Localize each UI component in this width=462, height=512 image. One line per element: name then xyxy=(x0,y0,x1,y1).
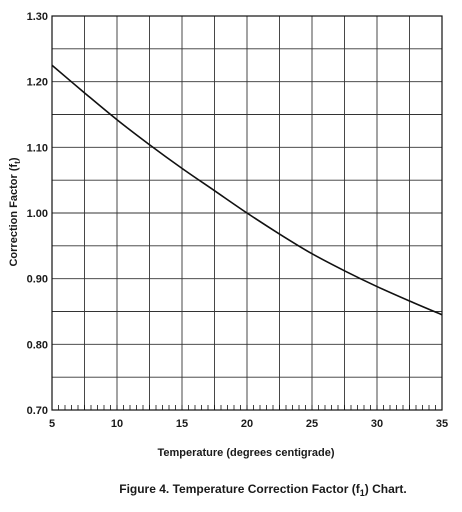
x-tick-label: 30 xyxy=(371,418,383,430)
minor-ticks xyxy=(51,405,443,410)
grid-lines xyxy=(52,16,442,410)
x-tick-label: 10 xyxy=(111,418,123,430)
x-tick-label: 20 xyxy=(241,418,253,430)
x-tick-label: 35 xyxy=(436,418,448,430)
y-tick-label: 0.80 xyxy=(27,339,48,351)
y-tick-label: 0.70 xyxy=(27,405,48,417)
y-tick-label: 1.00 xyxy=(27,208,48,220)
y-tick-labels: 0.70 0.80 0.90 1.00 1.10 1.20 1.30 xyxy=(27,11,48,417)
y-tick-label: 1.20 xyxy=(27,77,48,89)
x-axis-label: Temperature (degrees centigrade) xyxy=(157,447,334,459)
figure-caption: Figure 4. Temperature Correction Factor … xyxy=(119,482,407,498)
series-layer xyxy=(51,64,443,316)
y-tick-label: 1.10 xyxy=(27,142,48,154)
y-tick-label: 1.30 xyxy=(27,11,48,23)
x-tick-labels: 5 10 15 20 25 30 35 xyxy=(49,418,448,430)
x-tick-label: 25 xyxy=(306,418,318,430)
plot-frame xyxy=(51,15,443,411)
x-tick-label: 15 xyxy=(176,418,188,430)
y-axis-label: Correction Factor (ft) xyxy=(8,157,22,266)
x-tick-label: 5 xyxy=(49,418,55,430)
series-line xyxy=(51,64,443,316)
y-tick-label: 0.90 xyxy=(27,274,48,286)
